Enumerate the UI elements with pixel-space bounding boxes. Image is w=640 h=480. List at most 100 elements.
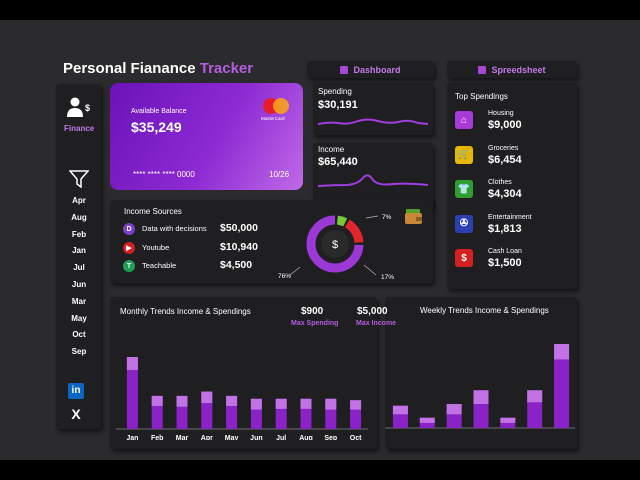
bar-top-oct [350,400,362,410]
top-spendings-title: Top Spendings [455,92,508,101]
max-spending-label: Max Spending [291,320,339,327]
top-spending-name: Clothes [488,179,512,186]
top-spending-name: Groceries [488,144,519,152]
available-balance-label: Available Balance [131,108,187,115]
income-source-name: Youtube [142,242,170,252]
month-filter-may[interactable]: May [71,313,87,323]
spreadsheet-icon [478,65,487,74]
income-label: Income [318,145,345,154]
donut-percent-label: 17% [381,274,394,281]
income-source-amount: $50,000 [220,222,258,234]
bar-top-may [226,395,238,406]
bar-apr [201,391,213,429]
tick-label-feb: Feb [151,435,163,440]
user-finance-icon: $ [67,97,90,117]
bar-sep [325,398,337,429]
sidebar [56,84,101,429]
svg-text:$: $ [85,103,90,113]
bar-jul [275,398,287,429]
income-source-amount: $4,500 [220,259,253,271]
filter-icon[interactable] [69,170,89,188]
card-expiry: 10/26 [269,170,290,179]
donut-leader-line [289,266,301,276]
card-brand: MasterCard [261,116,285,121]
film-icon: ✇ [455,214,473,233]
bar-jun [250,398,262,429]
bar-top-tue [527,390,543,403]
house-icon: ⌂ [455,111,473,129]
bar-top-mar [176,395,188,407]
spending-sparkline [318,118,428,125]
donut-slice [336,215,348,227]
month-filter-sep[interactable]: Sep [71,347,87,357]
tick-label-may: May [225,435,239,440]
top-spending-amount: $6,454 [488,153,522,166]
max-income-label: Max Income [356,320,397,327]
bar-aug [300,398,312,429]
top-spending-amount: $4,304 [488,188,522,200]
tick-label-aug: Aug [299,435,313,440]
bar-jan [126,357,138,429]
bar-top-jul [275,398,287,409]
bar-top-fri [446,404,462,415]
page-title: Personal Fianance Tracker [63,60,253,77]
bar-top-feb [151,395,163,406]
income-sources-title: Income Sources [124,207,182,216]
month-filter-jan[interactable]: Jan [72,246,86,256]
max-spending-value: $900 [301,306,324,317]
card-number: **** **** **** 0000 [133,170,195,179]
bar-top-mon [554,344,570,360]
top-spending-name: Cash Loan [488,248,522,255]
bar-mar [176,395,188,429]
bar-top-jun [250,398,262,410]
income-sparkline [318,174,428,187]
cash-icon: $ [455,249,473,267]
money-bag-glyph: $ [332,239,338,251]
month-filter-mar[interactable]: Mar [71,296,87,306]
income-donut-chart: $7% 17% 76% [278,214,394,281]
weekly-trends-chart: SunSatFriThuWedTueMon [385,344,575,429]
income-source-name: Teachable [142,261,177,270]
top-spending-name: Entertainment [488,213,532,221]
month-filter-jun[interactable]: Jun [71,280,87,289]
weekly-chart-title: Weekly Trends Income & Spendings [420,306,549,315]
donut-percent-label: 7% [382,214,392,221]
month-filter-aug[interactable]: Aug [71,212,87,222]
bar-top-apr [201,391,213,404]
bar-may [226,395,238,429]
dashboard-button[interactable]: Dashboard [307,61,434,78]
finance-label: Finance [64,124,95,133]
spending-panel [313,83,433,135]
tick-label-apr: Apr [201,435,213,440]
month-filter-feb[interactable]: Feb [71,229,87,239]
donut-percent-label: 76% [278,273,291,280]
top-spending-name: Housing [488,110,514,117]
dashboard-stage: Personal Fianance Tracker Dashboard Spre… [0,20,640,460]
spending-label: Spending [318,87,352,96]
bar-top-aug [300,398,312,409]
tick-label-mar: Mar [176,435,189,440]
bar-mon [554,344,570,428]
income-source-icon: D [123,223,135,235]
tick-label-jun: Jun [250,435,262,440]
money-bag-icon [321,230,349,258]
cart-icon: 🛒 [455,145,473,164]
page-title-main: Personal Fianance [63,60,196,77]
donut-leader-line [363,264,377,276]
bar-top-sun [392,405,408,415]
month-filter-jul[interactable]: Jul [73,263,85,273]
x-icon[interactable]: X [71,406,81,422]
month-filter-oct[interactable]: Oct [72,330,86,340]
spreadsheet-label: Spreedsheet [491,64,546,75]
dashboard-icon [340,65,349,74]
tick-label-sep: Sep [324,435,337,440]
donut-slice [344,219,364,244]
bar-oct [350,400,362,429]
top-spending-amount: $1,500 [488,257,522,269]
income-source-amount: $10,940 [220,240,258,253]
donut-leader-line [365,215,379,219]
linkedin-icon[interactable]: in [68,383,84,399]
month-filter-apr[interactable]: Apr [72,196,86,205]
spreadsheet-button[interactable]: Spreedsheet [447,61,577,78]
income-source-icon: ▶ [123,241,135,254]
